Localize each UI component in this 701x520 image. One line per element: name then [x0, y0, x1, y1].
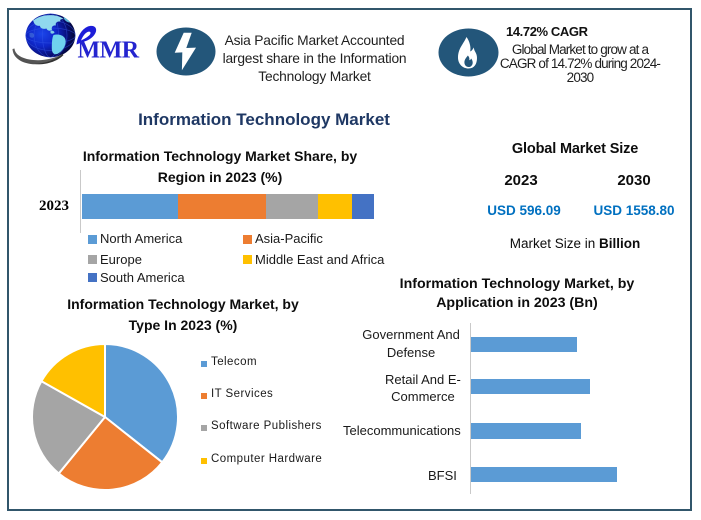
svg-text:MMR: MMR: [78, 38, 140, 64]
